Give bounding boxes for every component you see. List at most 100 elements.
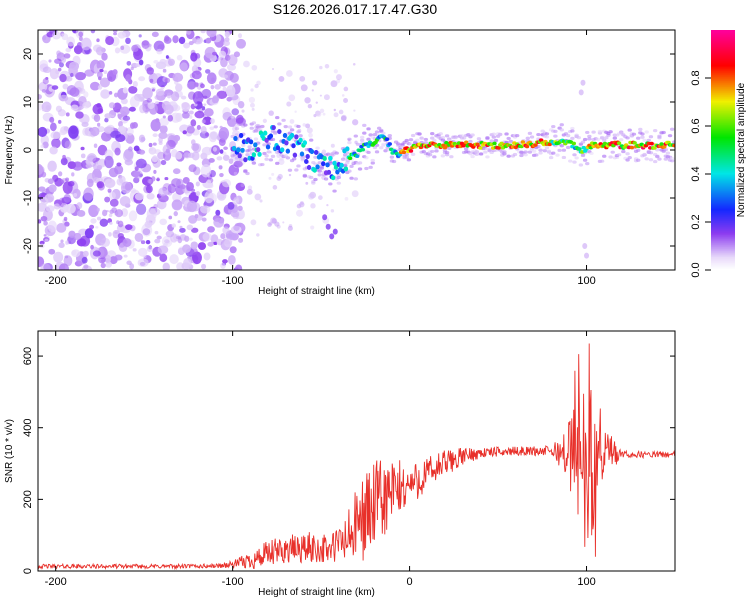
spec-noise-cell [104,178,116,189]
spec-ridge-cell [322,156,327,162]
spec-ridge-cell [298,137,303,143]
spec-halo-cell [277,122,282,126]
spec-halo-cell [648,135,654,139]
spec-noise-cell [204,190,214,204]
spec-ridge-cell [306,165,312,171]
spec-noise-cell [179,234,187,241]
spec-halo-cell [553,134,558,138]
spec-halo-cell [559,144,564,148]
spec-halo-cell [548,155,554,160]
spec-halo-cell [580,140,586,144]
colorbar-swatch [711,106,735,109]
colorbar-swatch [711,114,735,117]
spec-noise-cell [114,164,124,175]
spec-noise-cell [201,146,213,156]
spec-ridge-cell [343,166,349,172]
spec-noise-cell [191,70,202,80]
spec-noise-cell [330,80,338,88]
spec-ridge-cell [629,145,635,150]
spec-noise-cell [194,214,203,221]
spec-halo-cell [359,135,365,140]
spec-halo-cell [485,136,490,140]
spec-halo-cell [625,158,630,162]
spec-ridge-cell [387,142,392,146]
spec-x-axis-label: Height of straight line (km) [258,286,375,297]
spec-ridge-cell [649,141,654,146]
spec-noise-cell [131,44,139,52]
spec-x-tick-label: -100 [222,275,244,287]
spec-noise-cell [40,263,51,270]
spec-noise-cell [147,101,155,110]
spec-noise-cell [158,132,168,140]
spec-noise-cell [90,218,97,224]
spec-noise-cell [227,54,238,66]
spec-halo-cell [565,134,571,138]
spec-halo-cell [362,131,367,135]
spec-halo-cell [347,137,352,141]
spec-halo-cell [544,132,550,136]
colorbar-swatch [711,122,735,125]
spec-noise-cell [179,227,186,233]
spec-noise-cell [122,115,131,121]
spec-noise-cell [48,59,52,63]
spec-noise-cell [51,31,61,40]
spec-halo-cell [260,162,265,167]
spec-noise-cell [42,78,49,85]
spec-ridge-cell [285,148,291,154]
spec-noise-cell [110,130,121,139]
spec-noise-cell [47,178,54,185]
spec-halo-cell [561,155,567,160]
spec-noise-cell [210,118,215,124]
spec-noise-cell [128,86,138,94]
spec-noise-cell [308,193,315,200]
spec-noise-cell [213,125,218,129]
spec-noise-cell [155,61,167,70]
colorbar-swatch [711,214,735,217]
spec-halo-cell [648,151,654,155]
snr-y-tick-label: 400 [22,419,34,437]
spec-noise-cell [53,251,64,263]
spec-halo-cell [565,145,571,150]
spec-halo-cell [440,135,446,140]
spec-noise-cell [41,89,46,93]
spec-noise-cell [186,224,194,231]
spec-halo-cell [243,123,248,127]
spec-noise-cell [90,244,94,250]
spec-ridge-cell [571,141,576,146]
spec-noise-cell [310,203,316,209]
colorbar-swatch [711,88,735,91]
spec-ridge-cell [360,147,366,152]
spec-noise-cell [60,56,67,63]
spec-halo-cell [470,133,475,137]
colorbar-swatch [711,192,735,195]
spec-ridge-cell [240,147,245,153]
spec-halo-cell [266,150,271,154]
spec-halo-cell [523,150,528,154]
spec-noise-cell [81,121,89,127]
snr-x-tick-label: -200 [45,576,67,588]
spec-noise-cell [250,219,257,226]
spec-ridge-cell [236,147,241,153]
colorbar-swatch [711,134,735,137]
spec-noise-cell [50,131,61,140]
spec-halo-cell [234,123,240,127]
spec-noise-cell [155,101,159,105]
spec-noise-cell [196,125,201,130]
spec-halo-cell [323,177,329,181]
spec-noise-cell [228,158,234,164]
spec-noise-cell [65,112,70,117]
spec-ridge-cell [616,141,622,145]
spec-noise-cell [248,96,256,104]
spec-halo-cell [296,130,301,134]
spec-noise-cell [164,77,171,84]
spec-noise-cell [238,237,244,243]
snr-y-tick-label: 600 [22,347,34,365]
spec-halo-cell [336,181,342,185]
spec-ridge-cell [547,142,552,147]
spec-noise-cell [144,220,153,228]
spec-noise-cell [156,178,160,182]
spec-noise-cell [122,149,134,162]
spec-noise-cell [240,183,245,188]
spec-halo-cell [663,157,668,161]
spec-halo-cell [527,150,533,154]
